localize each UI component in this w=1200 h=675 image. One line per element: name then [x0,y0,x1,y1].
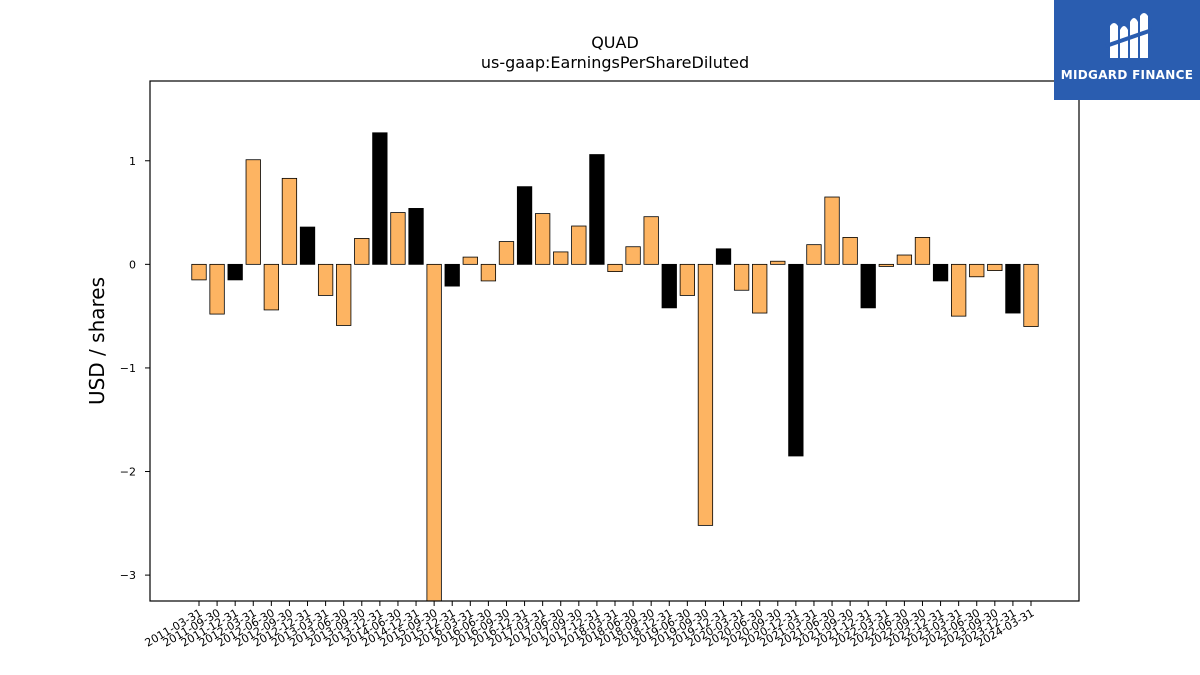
bar [336,263,352,326]
bar [806,244,822,265]
bar [227,263,243,281]
bar [788,263,804,457]
bar [535,213,551,265]
bar [498,241,515,265]
chart-subtitle: us-gaap:EarningsPerShareDiluted [481,53,749,72]
bar [932,263,949,282]
y-tick-label: −3 [120,569,136,582]
bar [896,254,913,265]
bar [372,132,388,265]
bar [480,263,497,282]
bar [860,263,876,309]
y-axis-ticks: 1 0 −1 −2 −3 [120,155,150,582]
bar [589,154,605,265]
y-tick-label: −2 [120,466,136,479]
bar [607,263,623,273]
y-tick-label: 1 [129,155,136,168]
bar [281,177,298,265]
brand-logo: MIDGARD FINANCE [1054,0,1200,100]
bar [842,237,858,265]
bar [715,248,732,265]
bar [390,212,406,265]
bar [553,251,569,265]
bar [679,263,695,296]
plot-frame [149,80,1080,602]
bar [299,226,316,265]
bars-group [191,132,1039,602]
logo-text: MIDGARD FINANCE [1060,68,1194,82]
bar [516,186,533,265]
bar [245,159,261,265]
bar [951,263,967,317]
y-axis-label: USD / shares [85,277,109,405]
midgard-logo-icon [1105,13,1153,58]
bar [571,225,587,265]
bar [752,263,768,314]
bar [1005,263,1021,314]
bar [824,196,840,265]
y-tick-label: −1 [120,362,136,375]
bar [191,263,207,281]
bar [770,260,786,265]
bar [878,263,894,267]
chart-title: QUAD [591,33,639,52]
bar [914,237,931,265]
bar [426,263,442,602]
x-axis-ticks: 2011-03-312011-09-302011-12-312012-03-31… [143,601,1037,650]
bar [625,246,641,265]
bar [661,263,677,309]
y-tick-label: 0 [129,258,136,271]
bar [354,238,370,265]
bar [462,256,478,265]
bar [733,263,750,291]
bar [209,263,225,315]
bar [1023,263,1039,327]
bar [987,263,1003,271]
bar [697,263,714,526]
bar [317,263,334,296]
bar [643,216,659,265]
bar [408,208,424,265]
bar [263,263,279,311]
bar [969,263,985,278]
bar [444,263,460,287]
